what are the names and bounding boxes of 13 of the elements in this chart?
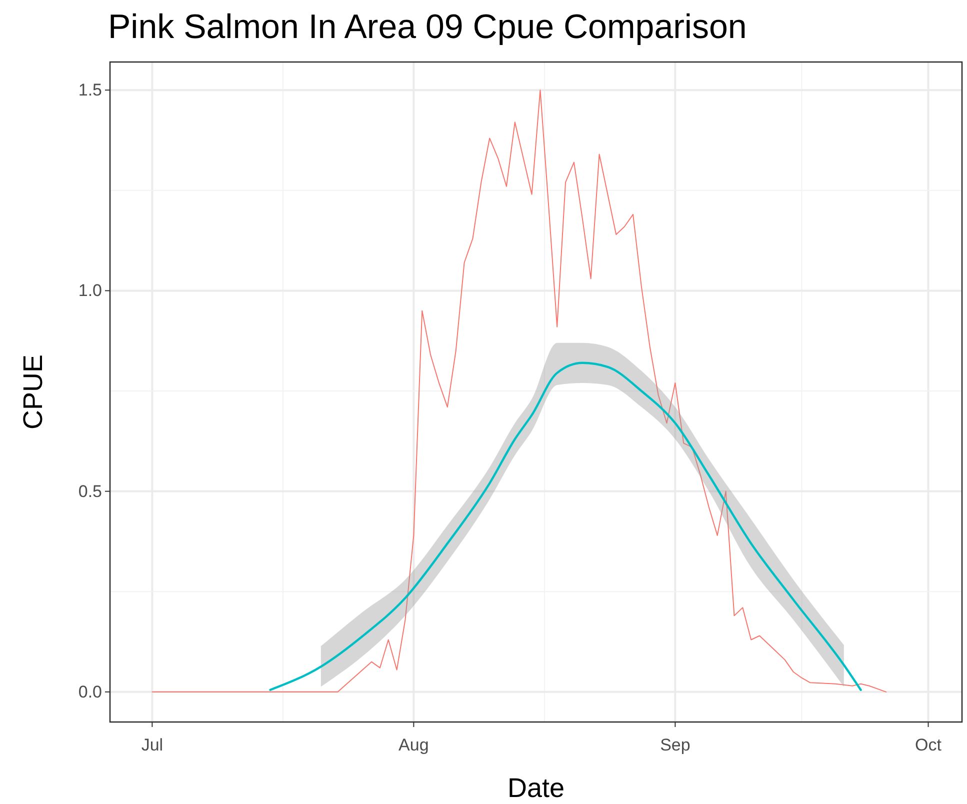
y-tick-label: 1.0	[78, 281, 102, 300]
x-tick-label: Sep	[660, 735, 690, 754]
line-series	[269, 362, 862, 692]
y-tick-label: 1.5	[78, 80, 102, 100]
y-axis-title: CPUE	[18, 354, 48, 430]
line-series	[152, 90, 887, 692]
x-tick-label: Oct	[915, 735, 942, 754]
y-tick-label: 0.0	[78, 682, 102, 702]
x-tick-label: Jul	[141, 735, 164, 754]
x-tick-label: Aug	[398, 735, 429, 754]
x-axis-title: Date	[507, 773, 565, 803]
y-tick-label: 0.5	[78, 482, 102, 501]
chart-title: Pink Salmon In Area 09 Cpue Comparison	[108, 8, 747, 46]
